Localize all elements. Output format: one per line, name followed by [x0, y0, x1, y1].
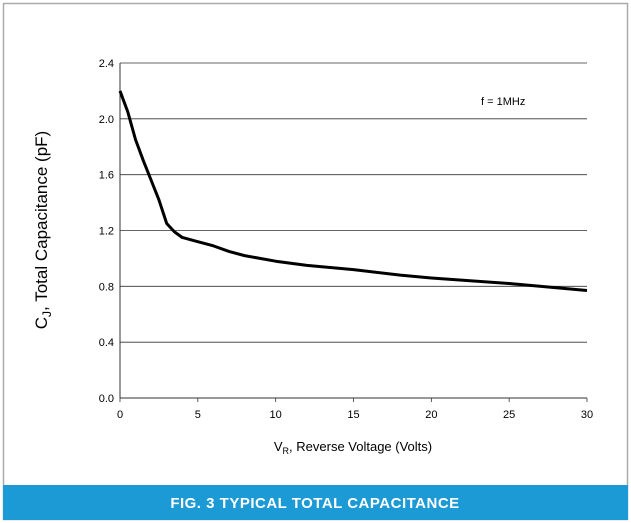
y-tick-label: 2.4 — [99, 58, 114, 70]
annotation: f = 1MHz — [481, 96, 525, 108]
chart-title: FIG. 3 TYPICAL TOTAL CAPACITANCE — [170, 495, 459, 512]
y-tick-label: 0.0 — [99, 393, 114, 405]
x-tick-label: 0 — [117, 409, 123, 421]
x-tick-label: 25 — [503, 409, 515, 421]
y-tick-label: 0.4 — [99, 337, 114, 349]
caption-bar — [3, 485, 628, 520]
y-axis-label: CJ, Total Capacitance (pF) — [32, 131, 54, 329]
x-tick-label: 10 — [270, 409, 282, 421]
x-tick-label: 5 — [195, 409, 201, 421]
y-tick-label: 2.0 — [99, 114, 114, 126]
x-tick-label: 20 — [425, 409, 437, 421]
y-tick-label: 1.2 — [99, 226, 114, 238]
x-axis-label: VR, Reverse Voltage (Volts) — [274, 439, 432, 456]
y-tick-label: 0.8 — [99, 281, 114, 293]
x-tick-label: 15 — [347, 409, 359, 421]
y-tick-label: 1.6 — [99, 170, 114, 182]
x-tick-label: 30 — [581, 409, 593, 421]
line-series — [118, 90, 588, 293]
